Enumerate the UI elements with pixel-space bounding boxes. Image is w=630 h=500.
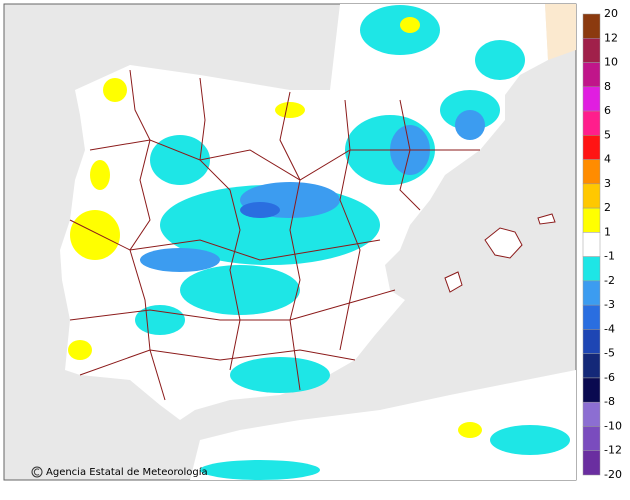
legend-label: -6 bbox=[604, 371, 615, 384]
menorca bbox=[537, 213, 556, 225]
logo bbox=[31, 466, 43, 478]
legend-swatch bbox=[582, 207, 601, 233]
legend-swatch bbox=[582, 329, 601, 354]
legend: 20 12 10 8 6 5 4 3 2 1 -1 -2 -3 -4 -5 -6 -8 -10 -12 -20 bbox=[582, 7, 622, 481]
legend-label: 12 bbox=[604, 31, 618, 44]
legend-swatch bbox=[582, 353, 601, 379]
legend-label: -2 bbox=[604, 274, 615, 287]
legend-label: -1 bbox=[604, 250, 615, 263]
legend-swatch bbox=[582, 256, 601, 282]
legend-label: 1 bbox=[604, 225, 611, 238]
credit: Agencia Estatal de Meteorología bbox=[46, 466, 208, 478]
legend-label: 20 bbox=[604, 7, 618, 20]
legend-label: 4 bbox=[604, 153, 611, 166]
legend-label: -4 bbox=[604, 322, 615, 335]
legend-label: -8 bbox=[604, 395, 615, 408]
anomaly-areas bbox=[68, 5, 570, 480]
legend-swatch bbox=[582, 280, 601, 306]
legend-label: -12 bbox=[604, 444, 622, 457]
legend-swatch bbox=[582, 426, 601, 451]
map-area: Agencia Estatal de Meteorología bbox=[3, 3, 577, 481]
legend-label: -5 bbox=[604, 347, 615, 360]
legend-swatch bbox=[582, 159, 601, 185]
legend-label: 3 bbox=[604, 177, 611, 190]
france-east bbox=[545, 4, 576, 60]
legend-swatch bbox=[582, 232, 601, 257]
legend-swatch bbox=[582, 377, 601, 403]
legend-swatch bbox=[582, 450, 601, 476]
africa bbox=[190, 370, 576, 480]
legend-label: 5 bbox=[604, 128, 611, 141]
mallorca bbox=[484, 227, 523, 259]
legend-label: 2 bbox=[604, 201, 611, 214]
legend-swatch bbox=[582, 401, 601, 427]
legend-label: 10 bbox=[604, 56, 618, 69]
legend-swatch bbox=[582, 304, 601, 330]
legend-swatch bbox=[582, 135, 601, 160]
legend-label: -20 bbox=[604, 468, 622, 481]
legend-swatch bbox=[582, 38, 601, 63]
legend-swatch bbox=[582, 110, 601, 136]
legend-swatch bbox=[582, 62, 601, 88]
province-borders bbox=[69, 69, 480, 401]
legend-swatch bbox=[582, 86, 601, 112]
legend-swatch bbox=[582, 13, 601, 39]
legend-swatch bbox=[582, 183, 601, 209]
ibiza bbox=[444, 271, 463, 293]
legend-label: -3 bbox=[604, 298, 615, 311]
legend-label: 8 bbox=[604, 80, 611, 93]
legend-label: 6 bbox=[604, 104, 611, 117]
legend-label: -10 bbox=[604, 419, 622, 432]
